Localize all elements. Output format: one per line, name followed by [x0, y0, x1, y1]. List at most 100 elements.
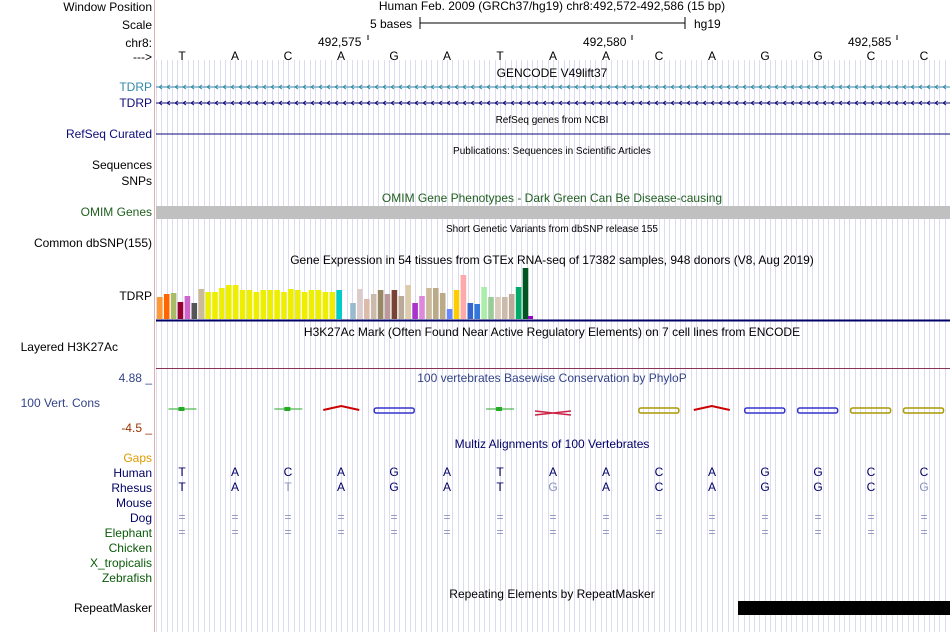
gtex-tissue-bar[interactable]	[446, 309, 453, 319]
gtex-tissue-bar[interactable]	[184, 296, 191, 319]
species-label-x_tropicalis[interactable]: X_tropicalis	[89, 556, 152, 570]
gtex-tissue-bar[interactable]	[508, 294, 515, 319]
gtex-tissue-bar[interactable]	[274, 290, 280, 319]
gtex-tissue-bar[interactable]	[219, 288, 225, 319]
gtex-tissue-bar[interactable]	[226, 285, 232, 319]
gtex-tissue-bar[interactable]	[267, 290, 273, 319]
gtex-track-title: Gene Expression in 54 tissues from GTEx …	[290, 253, 814, 267]
gtex-tissue-bar[interactable]	[177, 302, 184, 319]
ref-base: C	[919, 49, 929, 63]
gtex-tissue-bar[interactable]	[439, 293, 446, 319]
omim-gene-bar[interactable]	[156, 206, 950, 219]
alignment-base: =	[231, 525, 239, 539]
gtex-tissue-bar[interactable]	[239, 290, 246, 319]
gtex-tissue-bar[interactable]	[419, 296, 425, 319]
gtex-tissue-bar[interactable]	[157, 297, 163, 319]
gtex-tissue-bar[interactable]	[384, 294, 391, 319]
gtex-tissue-bar[interactable]	[481, 287, 487, 319]
snps-track-label[interactable]: SNPs	[121, 174, 152, 188]
gtex-tissue-bar[interactable]	[170, 293, 177, 319]
gtex-tissue-bar[interactable]	[288, 289, 294, 319]
gtex-tissue-bar[interactable]	[528, 316, 533, 319]
h3k27ac-track-title: H3K27Ac Mark (Often Found Near Active Re…	[303, 325, 801, 339]
gtex-tissue-bar[interactable]	[426, 288, 432, 319]
gtex-tissue-bar[interactable]	[350, 303, 356, 319]
gtex-tissue-bar[interactable]	[260, 290, 267, 319]
alignment-base: G	[760, 465, 770, 479]
ref-base: A	[707, 49, 716, 63]
gene-lines[interactable]	[156, 0, 950, 110]
gtex-tissue-bar[interactable]	[329, 292, 336, 319]
phylop-conservation-glyphs[interactable]	[156, 0, 950, 632]
gtex-tissue-bar[interactable]	[515, 287, 522, 319]
gtex-tissue-bar[interactable]	[191, 303, 198, 319]
scale-bases-text: 5 bases	[370, 17, 413, 31]
gtex-tissue-bar[interactable]	[246, 290, 253, 319]
alignment-base: A	[336, 465, 345, 479]
species-label-zebrafish[interactable]: Zebrafish	[101, 571, 152, 585]
alignment-base: =	[920, 525, 928, 539]
gtex-tissue-bar[interactable]	[377, 290, 384, 319]
gtex-tissue-bar[interactable]	[502, 297, 508, 319]
gtex-bar-chart[interactable]	[156, 0, 950, 632]
gtex-tissue-bar[interactable]	[212, 292, 218, 319]
gtex-tissue-bar[interactable]	[522, 268, 529, 319]
gtex-track-label[interactable]: TDRP	[119, 289, 152, 303]
sequences-track-label[interactable]: Sequences	[91, 158, 152, 172]
gtex-tissue-bar[interactable]	[364, 299, 370, 319]
refseq-line[interactable]	[156, 0, 950, 140]
dbsnp-track-label[interactable]: Common dbSNP(155)	[33, 236, 152, 250]
gtex-tissue-bar[interactable]	[405, 285, 411, 319]
alignment-base: C	[283, 465, 293, 479]
h3k27ac-track-label[interactable]: Layered H3K27Ac	[20, 340, 118, 354]
repeat-element-block[interactable]	[738, 601, 950, 615]
gtex-tissue-bar[interactable]	[370, 294, 377, 319]
gtex-tissue-bar[interactable]	[253, 292, 260, 319]
gtex-tissue-bar[interactable]	[398, 296, 405, 319]
species-label-elephant[interactable]: Elephant	[104, 526, 152, 540]
gtex-tissue-bar[interactable]	[295, 290, 301, 319]
browser-image-panel[interactable]: Human Feb. 2009 (GRCh37/hg19) chr8:492,5…	[156, 0, 950, 632]
gencode-gene-label-1[interactable]: TDRP	[119, 80, 152, 94]
gtex-tissue-bar[interactable]	[232, 285, 239, 319]
repeatmasker-track-label[interactable]: RepeatMasker	[73, 601, 152, 615]
gtex-tissue-bar[interactable]	[433, 288, 439, 319]
coord-label-3: 492,585	[848, 35, 892, 49]
track-divider	[154, 0, 155, 632]
alignment-base: =	[867, 525, 875, 539]
gtex-tissue-bar[interactable]	[460, 275, 467, 319]
gtex-tissue-bar[interactable]	[301, 292, 308, 319]
species-label-dog[interactable]: Dog	[129, 511, 152, 525]
gtex-tissue-bar[interactable]	[488, 297, 494, 319]
refseq-track-label[interactable]: RefSeq Curated	[65, 127, 152, 141]
gtex-tissue-bar[interactable]	[308, 290, 315, 319]
gtex-tissue-bar[interactable]	[281, 292, 287, 319]
gtex-tissue-bar[interactable]	[315, 290, 322, 319]
ref-base: G	[389, 49, 399, 63]
gencode-gene-label-2[interactable]: TDRP	[119, 96, 152, 110]
gtex-tissue-bar[interactable]	[322, 292, 329, 319]
gtex-tissue-bar[interactable]	[336, 290, 342, 319]
phylop-track-label[interactable]: 100 Vert. Cons	[20, 396, 100, 410]
alignment-base: G	[813, 465, 823, 479]
gtex-tissue-bar[interactable]	[412, 303, 418, 319]
alignment-base: A	[336, 480, 345, 494]
alignment-base: =	[761, 525, 769, 539]
gtex-tissue-bar[interactable]	[474, 304, 480, 319]
species-label-human[interactable]: Human	[113, 466, 152, 480]
gtex-tissue-bar[interactable]	[205, 292, 211, 319]
gtex-tissue-bar[interactable]	[467, 303, 474, 319]
gtex-tissue-bar[interactable]	[391, 290, 398, 319]
gtex-tissue-bar[interactable]	[198, 289, 204, 319]
gtex-tissue-bar[interactable]	[453, 290, 460, 319]
species-label-mouse[interactable]: Mouse	[115, 496, 152, 510]
gtex-tissue-bar[interactable]	[163, 294, 170, 319]
omim-track-label[interactable]: OMIM Genes	[80, 205, 152, 219]
gtex-tissue-bar[interactable]	[357, 289, 363, 319]
gtex-tissue-bar[interactable]	[495, 297, 501, 319]
ref-base: A	[442, 49, 451, 63]
species-label-rhesus[interactable]: Rhesus	[111, 481, 152, 495]
species-label-chicken[interactable]: Chicken	[108, 541, 152, 555]
alignment-base: G	[760, 480, 770, 494]
alignment-base: =	[337, 525, 345, 539]
